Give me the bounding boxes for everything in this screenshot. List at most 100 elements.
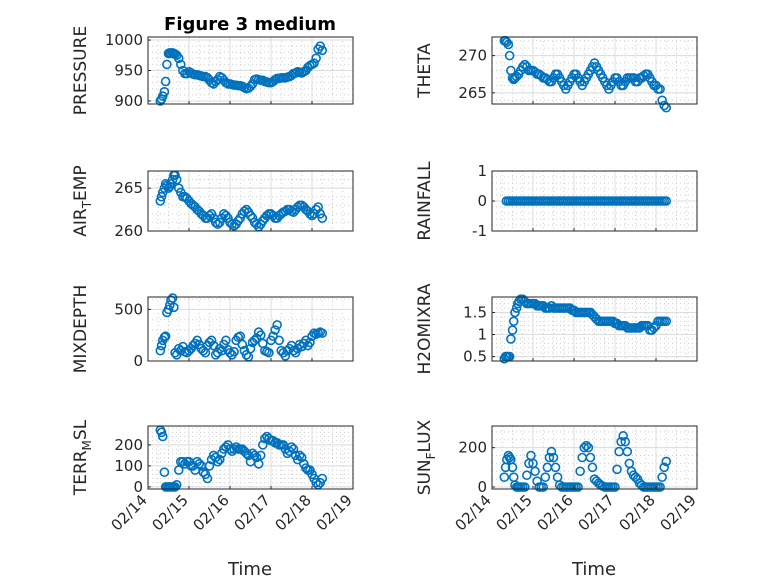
axes-outline bbox=[491, 296, 698, 362]
subplot-rainfall: -1 0 1 RAINFALL bbox=[415, 161, 698, 241]
subplot-air-temp: 260 265 AIRTEMP bbox=[71, 165, 354, 240]
data-point bbox=[221, 335, 231, 346]
data-point bbox=[317, 45, 328, 56]
data-point bbox=[245, 210, 256, 221]
data-point bbox=[249, 450, 260, 461]
x-tick-label: 02/16 bbox=[190, 491, 233, 534]
data-point bbox=[296, 452, 307, 463]
data-point bbox=[544, 452, 555, 463]
data-point bbox=[546, 446, 557, 457]
x-tick-label: 02/14 bbox=[452, 491, 495, 534]
data-point bbox=[156, 191, 167, 202]
data-point bbox=[530, 466, 540, 477]
data-series bbox=[501, 196, 672, 206]
data-point bbox=[156, 427, 167, 438]
data-point bbox=[649, 323, 659, 333]
data-point bbox=[504, 50, 515, 61]
data-series bbox=[155, 293, 328, 362]
subplot-mixdepth: 0 500 MIXDEPTH bbox=[71, 285, 354, 374]
data-point bbox=[249, 335, 260, 346]
y-tick-label: 100 bbox=[114, 457, 143, 475]
x-tick-label: 02/14 bbox=[108, 491, 151, 534]
y-tick-label: 1 bbox=[477, 162, 487, 180]
x-tick-label: 02/15 bbox=[149, 491, 192, 534]
data-point bbox=[225, 347, 235, 358]
data-point bbox=[159, 87, 170, 97]
data-point bbox=[540, 472, 551, 482]
data-point bbox=[257, 440, 268, 450]
data-point bbox=[155, 196, 166, 206]
y-tick-label: 1 bbox=[477, 326, 487, 344]
data-point bbox=[159, 183, 170, 193]
data-series bbox=[499, 431, 672, 492]
data-point bbox=[157, 91, 168, 101]
axes-outline bbox=[147, 296, 354, 362]
y-tick-label: 270 bbox=[458, 47, 487, 65]
data-point bbox=[550, 462, 561, 473]
data-point bbox=[237, 339, 248, 350]
data-point bbox=[583, 442, 594, 453]
data-point bbox=[286, 442, 297, 452]
data-point bbox=[160, 76, 171, 87]
data-point bbox=[212, 456, 223, 467]
data-point bbox=[499, 472, 510, 482]
y-tick-label: 500 bbox=[114, 300, 143, 318]
y-tick-label: 1.5 bbox=[463, 303, 487, 321]
subplot-theta: 265 270 THETA bbox=[415, 35, 698, 113]
y-tick-label: 200 bbox=[114, 436, 143, 454]
data-point bbox=[507, 462, 518, 473]
x-tick-label: 02/18 bbox=[616, 491, 659, 534]
subplot-h2omixra: 0.5 1 1.5 H2OMIXRA bbox=[415, 283, 698, 375]
data-series bbox=[155, 170, 328, 232]
data-point bbox=[159, 332, 170, 343]
data-point bbox=[280, 351, 291, 361]
y-tick-label: 265 bbox=[114, 179, 143, 197]
data-point bbox=[221, 210, 231, 221]
y-tick-label: 0 bbox=[133, 478, 143, 496]
data-point bbox=[255, 450, 266, 461]
axes-outline bbox=[147, 170, 354, 232]
data-point bbox=[156, 340, 167, 351]
x-axis-label-left: Time bbox=[227, 559, 272, 580]
x-tick-label: 02/16 bbox=[534, 491, 577, 534]
y-tick-label: 260 bbox=[114, 222, 143, 240]
data-point bbox=[618, 431, 629, 441]
data-point bbox=[253, 458, 264, 469]
data-point bbox=[173, 465, 184, 475]
y-tick-label: 0 bbox=[477, 192, 487, 210]
subplot-pressure: 900 950 1000 PRESSURE bbox=[71, 26, 354, 115]
y-axis-label: H2OMIXRA bbox=[415, 283, 435, 374]
data-point bbox=[508, 74, 519, 85]
data-point bbox=[317, 213, 328, 223]
data-point bbox=[272, 320, 282, 330]
data-point bbox=[661, 102, 672, 113]
data-point bbox=[317, 328, 328, 338]
data-point bbox=[612, 464, 622, 475]
y-tick-label: 0.5 bbox=[463, 348, 487, 366]
data-point bbox=[167, 293, 178, 303]
data-series bbox=[499, 35, 672, 113]
data-point bbox=[309, 58, 319, 68]
data-point bbox=[610, 482, 620, 492]
data-point bbox=[659, 462, 670, 473]
data-point bbox=[155, 345, 166, 356]
data-point bbox=[655, 84, 665, 94]
y-tick-label: 0 bbox=[133, 352, 143, 370]
data-point bbox=[317, 473, 328, 484]
y-axis-label: SUNFLUX bbox=[415, 419, 438, 495]
data-point bbox=[170, 482, 180, 492]
data-point bbox=[233, 215, 243, 226]
data-point bbox=[661, 196, 672, 206]
data-point bbox=[270, 325, 280, 335]
data-point bbox=[548, 452, 559, 463]
data-point bbox=[305, 337, 315, 348]
data-point bbox=[579, 442, 590, 453]
y-tick-label: -1 bbox=[472, 222, 487, 240]
y-axis-label: MIXDEPTH bbox=[71, 285, 91, 374]
data-point bbox=[585, 452, 596, 463]
axes-outline bbox=[491, 425, 698, 490]
data-point bbox=[169, 302, 179, 313]
x-tick-label: 02/18 bbox=[272, 491, 315, 534]
data-point bbox=[507, 325, 518, 335]
